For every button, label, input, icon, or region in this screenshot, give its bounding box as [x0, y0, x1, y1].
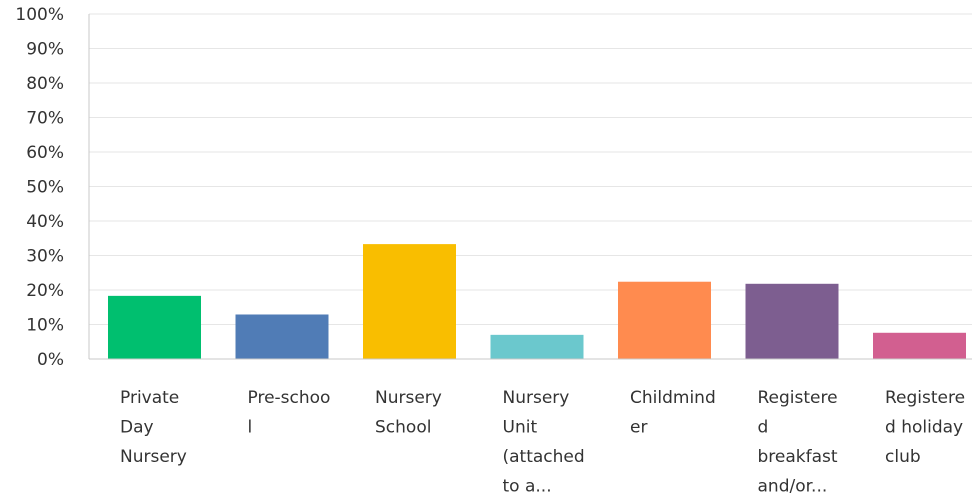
x-category-label: Childmind er: [630, 388, 716, 438]
x-category-label-line: d: [758, 418, 769, 438]
bar[interactable]: [363, 244, 456, 359]
y-tick-label: 40%: [26, 212, 64, 232]
x-category-label-line: Nursery: [375, 388, 442, 408]
x-category-label: Registere d breakfast and/or...: [758, 388, 838, 496]
x-category-label-line: d holiday: [885, 418, 963, 438]
x-category-label-line: Pre-schoo: [248, 388, 331, 408]
y-tick-label: 60%: [26, 143, 64, 163]
x-category-label-line: Childmind: [630, 388, 716, 408]
x-category-label: Nursery Unit (attached to a...: [503, 388, 585, 496]
x-category-label: Pre-schoo l: [248, 388, 331, 438]
y-tick-label: 50%: [26, 178, 64, 198]
x-category-label-line: Registere: [885, 388, 965, 408]
x-category-label: Registere d holiday club: [885, 388, 965, 467]
y-tick-label: 30%: [26, 247, 64, 267]
x-category-label-line: (attached: [503, 447, 585, 467]
x-category-label-line: Day: [120, 418, 154, 438]
x-category-label: Private Day Nursery: [120, 388, 187, 467]
x-category-label-line: Unit: [503, 418, 538, 438]
bar[interactable]: [108, 295, 201, 359]
x-category-label-line: and/or...: [758, 477, 828, 496]
bar[interactable]: [618, 281, 711, 359]
bars: [108, 244, 966, 359]
bar[interactable]: [235, 314, 329, 359]
y-tick-label: 0%: [37, 350, 64, 370]
x-category-label-line: club: [885, 447, 921, 467]
bar[interactable]: [873, 332, 966, 359]
gridlines: [89, 13, 972, 325]
bar[interactable]: [490, 334, 584, 359]
x-category-label-line: Private: [120, 388, 179, 408]
x-category-label-line: er: [630, 418, 647, 438]
y-tick-label: 70%: [26, 109, 64, 129]
bar[interactable]: [745, 283, 839, 359]
x-category-label-line: to a...: [503, 477, 552, 496]
x-category-label-line: Nursery: [503, 388, 570, 408]
x-category-label-line: Nursery: [120, 447, 187, 467]
y-tick-label: 100%: [15, 5, 64, 25]
x-category-label-line: Registere: [758, 388, 838, 408]
x-category-label-line: breakfast: [758, 447, 838, 467]
x-category-label-line: School: [375, 418, 431, 438]
y-axis-tick-labels: 0% 10% 20% 30% 40% 50% 60% 70% 80% 90% 100%: [15, 5, 64, 370]
x-category-label: Nursery School: [375, 388, 442, 438]
y-tick-label: 10%: [26, 316, 64, 336]
y-tick-label: 90%: [26, 40, 64, 60]
y-tick-label: 80%: [26, 74, 64, 94]
x-category-label-line: l: [248, 418, 253, 438]
y-tick-label: 20%: [26, 281, 64, 301]
x-axis-category-labels: Private Day Nursery Pre-schoo l Nursery School…: [120, 388, 965, 496]
